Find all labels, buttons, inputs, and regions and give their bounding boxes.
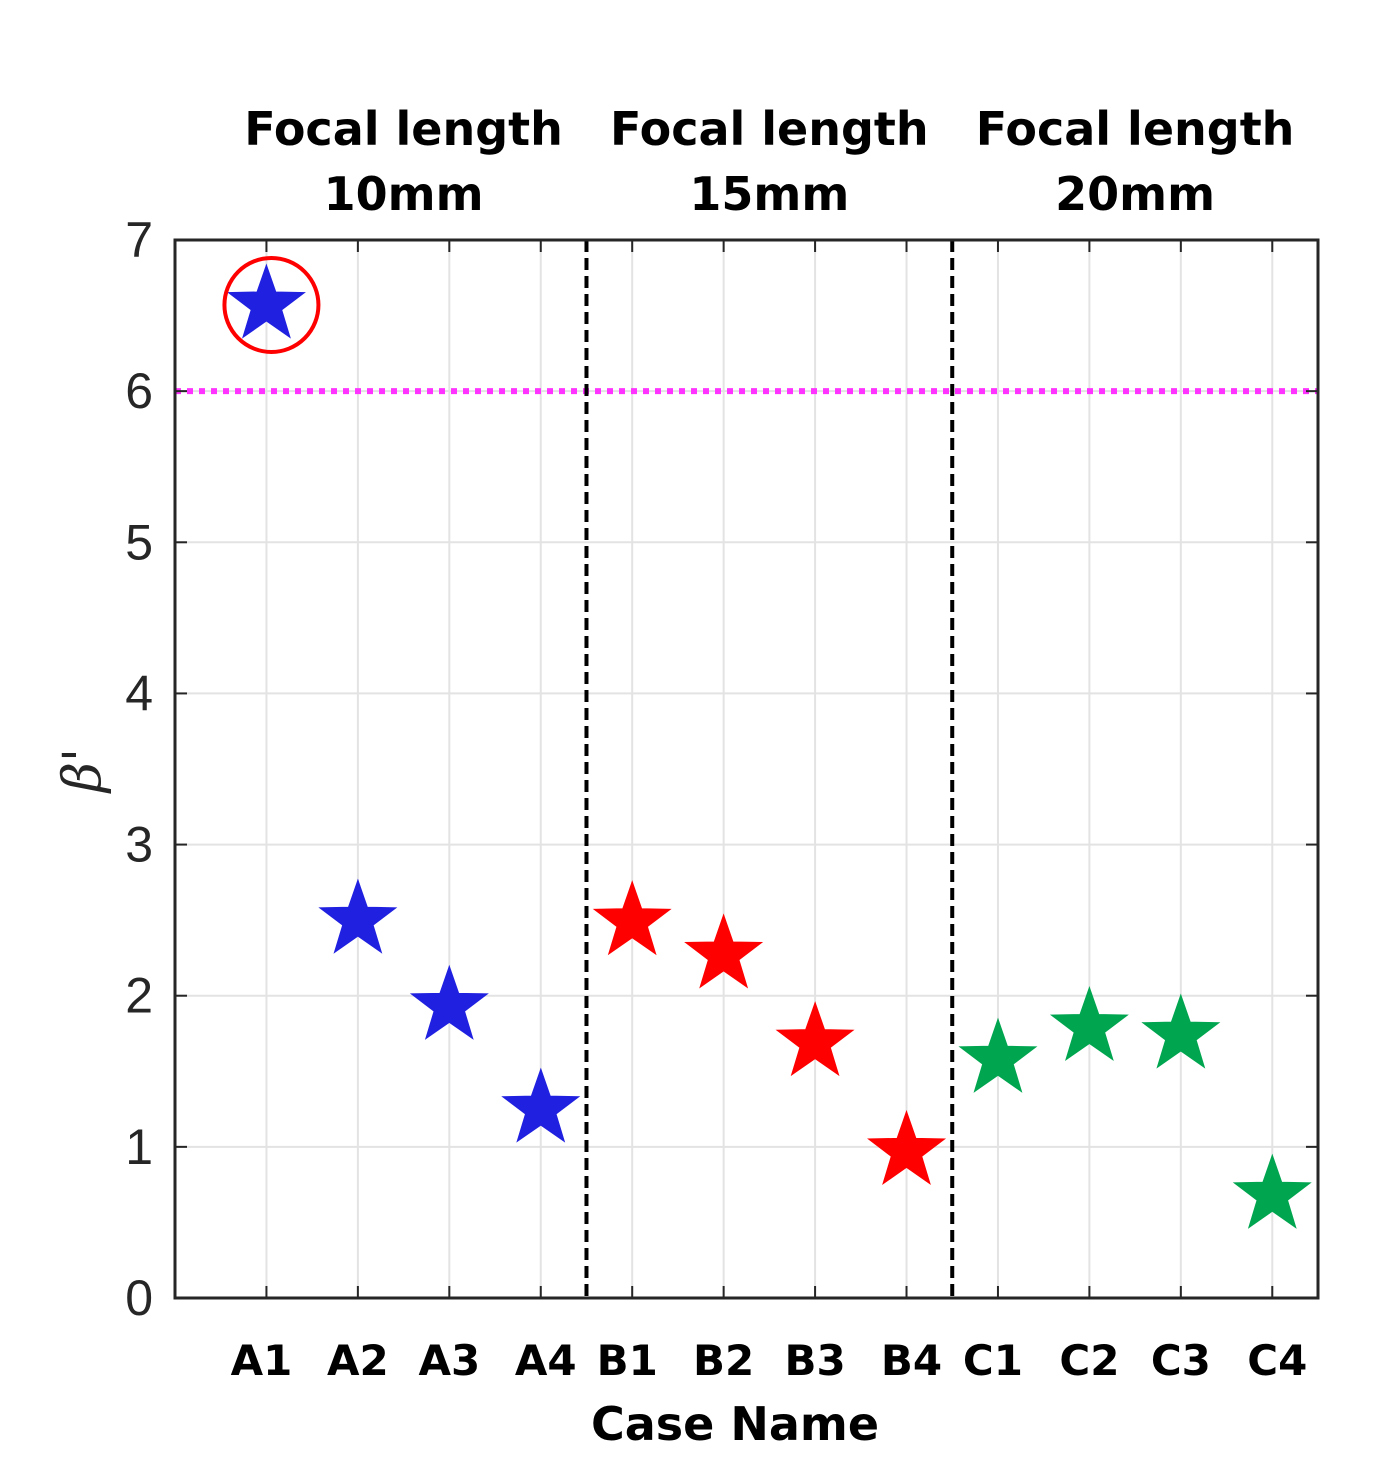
data-point-A2 (318, 878, 398, 954)
data-point-B4 (867, 1109, 947, 1186)
data-point-B3 (775, 1001, 855, 1077)
y-tick-label: 3 (125, 817, 153, 873)
y-axis-label: β' (53, 748, 113, 794)
x-axis-label: Case Name (591, 1397, 879, 1451)
y-tick-label: 2 (125, 968, 153, 1024)
highlight-circle (222, 255, 321, 354)
group-label-line1: Focal length (244, 102, 563, 156)
group-labels: Focal length 10mm Focal length 15mm Focal le… (244, 102, 1294, 221)
x-tick-label: A3 (418, 1336, 480, 1385)
y-tick-label: 1 (125, 1119, 153, 1175)
data-point-A1 (226, 263, 306, 339)
x-tick-label: C3 (1151, 1336, 1211, 1385)
y-tick-label: 4 (125, 665, 153, 721)
group-label-line2: 20mm (1055, 167, 1215, 221)
data-point-B1 (592, 880, 672, 956)
x-tick-labels: A1 A2 A3 A4 B1 B2 B3 B4 C1 C2 C3 C4 (231, 1336, 1308, 1385)
x-tick-label: A2 (327, 1336, 389, 1385)
data-point-C2 (1049, 985, 1129, 1062)
x-tick-label: B1 (597, 1336, 658, 1385)
x-tick-label: C1 (963, 1336, 1023, 1385)
x-tick-label: B3 (784, 1336, 845, 1385)
data-point-A3 (409, 964, 489, 1040)
y-tick-label: 5 (125, 514, 153, 570)
data-point-C4 (1232, 1153, 1312, 1229)
data-point-C1 (958, 1017, 1038, 1093)
group-label-line2: 10mm (324, 167, 484, 221)
x-tick-label: B2 (693, 1336, 754, 1385)
grid (175, 240, 1318, 1298)
axes (173, 238, 1320, 1300)
y-tick-label: 6 (125, 363, 153, 419)
data-point-C3 (1141, 993, 1221, 1069)
group-label-line1: Focal length (610, 102, 929, 156)
data-point-A4 (501, 1067, 581, 1143)
y-tick-labels: 0 1 2 3 4 5 6 7 (125, 212, 153, 1326)
data-point-B2 (684, 913, 764, 989)
x-tick-label: A4 (515, 1336, 577, 1385)
y-tick-label: 0 (125, 1270, 153, 1326)
x-tick-label: A1 (231, 1336, 293, 1385)
reference-lines (175, 240, 1318, 1298)
data-points (222, 255, 1312, 1229)
group-label-line1: Focal length (976, 102, 1295, 156)
x-tick-label: C2 (1059, 1336, 1119, 1385)
plot-frame (173, 238, 1320, 1300)
x-tick-label: C4 (1247, 1336, 1307, 1385)
x-tick-label: B4 (881, 1336, 942, 1385)
y-tick-label: 7 (125, 212, 153, 268)
group-label-line2: 15mm (689, 167, 849, 221)
